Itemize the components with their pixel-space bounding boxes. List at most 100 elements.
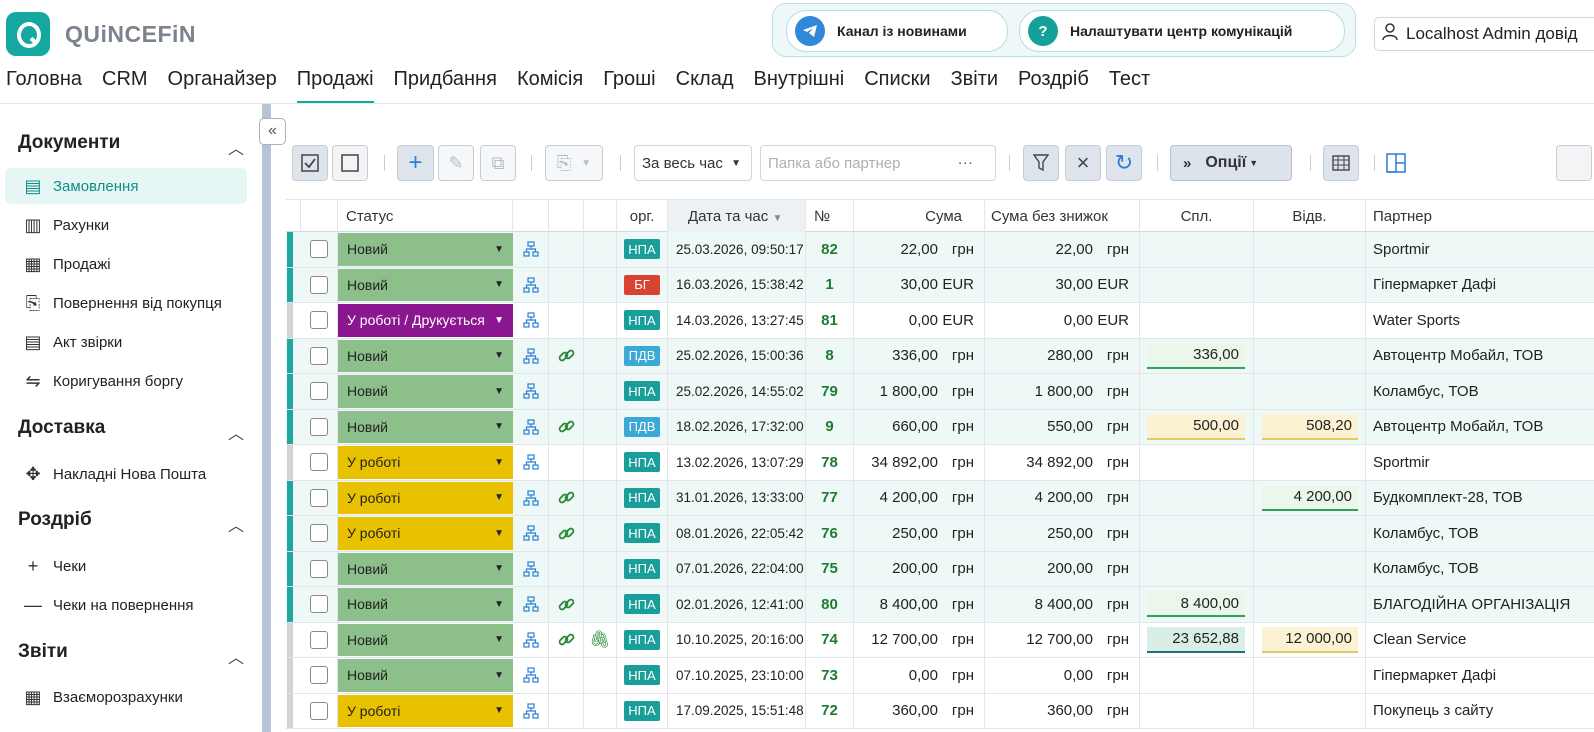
hierarchy-icon[interactable] — [513, 303, 549, 338]
partner-cell[interactable]: Гіпермаркет Дафі — [1373, 276, 1497, 294]
number-cell[interactable]: 78 — [806, 445, 854, 480]
refresh-button[interactable]: ↻ — [1106, 145, 1142, 181]
partner-cell[interactable]: Покупець з сайту — [1373, 702, 1494, 720]
extra-toolbar-button[interactable] — [1556, 145, 1592, 181]
chevron-up-icon[interactable]: ︿ — [228, 650, 245, 667]
table-row[interactable]: Новий ▼ НПА 07.01.2026, 22:04:00 75 200,00 грн… — [286, 551, 1594, 587]
deselect-all-button[interactable] — [332, 145, 368, 181]
search-input[interactable] — [760, 145, 996, 181]
header-select[interactable] — [301, 200, 338, 232]
chevron-up-icon[interactable]: ︿ — [228, 141, 245, 158]
table-row[interactable]: У роботі ▼ НПА 31.01.2026, 13:33:00 77 4 200,… — [286, 480, 1594, 516]
news-channel-button[interactable]: Канал із новинами — [786, 10, 1008, 52]
nav-tab[interactable]: Роздріб — [1018, 68, 1089, 90]
nav-tab[interactable]: Тест — [1108, 68, 1151, 90]
select-all-button[interactable] — [292, 145, 328, 181]
number-cell[interactable]: 81 — [806, 303, 854, 338]
nav-tab[interactable]: CRM — [102, 68, 148, 90]
status-select[interactable]: У роботі ▼ — [338, 481, 513, 514]
status-select[interactable]: Новий ▼ — [338, 552, 513, 585]
number-cell[interactable]: 77 — [806, 480, 854, 515]
row-checkbox[interactable] — [310, 524, 328, 543]
row-checkbox[interactable] — [310, 275, 328, 294]
status-select[interactable]: У роботі ▼ — [338, 517, 513, 550]
filter-button[interactable] — [1023, 145, 1059, 181]
table-row[interactable]: Новий ▼ ПДВ 25.02.2026, 15:00:36 8 336,00 грн 2… — [286, 338, 1594, 374]
user-menu[interactable]: Localhost Admin довід — [1374, 17, 1594, 51]
table-row[interactable]: У роботі ▼ НПА 13.02.2026, 13:07:29 78 34 892… — [286, 445, 1594, 481]
sidebar-item[interactable]: + Чеки — [5, 548, 247, 584]
sidebar-item[interactable]: ⇋ Коригування боргу — [5, 363, 247, 399]
nav-tab[interactable]: Органайзер — [167, 68, 277, 90]
nav-tab[interactable]: Склад — [675, 68, 734, 90]
nav-tab[interactable]: Придбання — [393, 68, 497, 90]
hierarchy-icon[interactable] — [513, 374, 549, 409]
number-cell[interactable]: 75 — [806, 551, 854, 586]
row-checkbox[interactable] — [310, 595, 328, 614]
add-button[interactable]: + — [397, 145, 434, 181]
header-shipped[interactable]: Відв. — [1254, 200, 1366, 232]
nav-tab[interactable]: Внутрішні — [753, 68, 845, 90]
hierarchy-icon[interactable] — [513, 516, 549, 551]
search-more-button[interactable]: ... — [958, 151, 974, 168]
status-select[interactable]: Новий ▼ — [338, 410, 513, 443]
hierarchy-icon[interactable] — [513, 658, 549, 693]
status-select[interactable]: Новий ▼ — [338, 623, 513, 656]
table-row[interactable]: Новий ▼ ПДВ 18.02.2026, 17:32:00 9 660,00 грн 5… — [286, 409, 1594, 445]
sidebar-item[interactable]: ▤ Замовлення — [5, 168, 247, 204]
table-row[interactable]: У роботі / Друкується ▼ НПА 14.03.2026, 13:… — [286, 303, 1594, 339]
header-date[interactable]: Дата та час ▼ — [668, 200, 806, 232]
row-checkbox[interactable] — [310, 666, 328, 685]
row-checkbox[interactable] — [310, 311, 328, 330]
partner-cell[interactable]: Коламбус, ТОВ — [1373, 524, 1479, 542]
header-org[interactable]: орг. — [617, 200, 668, 232]
row-checkbox[interactable] — [310, 453, 328, 472]
partner-cell[interactable]: Water Sports — [1373, 311, 1460, 329]
chevron-up-icon[interactable]: ︿ — [228, 426, 245, 443]
row-checkbox[interactable] — [310, 559, 328, 578]
options-button[interactable]: » Опції ▼ — [1170, 145, 1292, 181]
row-checkbox[interactable] — [310, 240, 328, 259]
number-cell[interactable]: 9 — [806, 409, 854, 444]
table-row[interactable]: У роботі ▼ НПА 08.01.2026, 22:05:42 76 250,00… — [286, 516, 1594, 552]
row-checkbox[interactable] — [310, 630, 328, 649]
sidebar-section-title[interactable]: Звіти — [18, 641, 68, 662]
status-select[interactable]: Новий ▼ — [338, 268, 513, 301]
hierarchy-icon[interactable] — [513, 267, 549, 302]
header-partner[interactable]: Партнер — [1373, 208, 1432, 225]
status-select[interactable]: У роботі / Друкується ▼ — [338, 304, 513, 337]
sidebar-item[interactable]: ▦ Продажі — [5, 246, 247, 282]
partner-cell[interactable]: Коламбус, ТОВ — [1373, 382, 1479, 400]
table-row[interactable]: Новий ▼ 🖇 НПА 10.10.2025, 20:16:00 74 12 700,0… — [286, 622, 1594, 658]
number-cell[interactable]: 80 — [806, 587, 854, 622]
sidebar-item[interactable]: ▦ Взаєморозрахунки — [5, 679, 247, 715]
row-checkbox[interactable] — [310, 701, 328, 720]
hierarchy-icon[interactable] — [513, 338, 549, 373]
hierarchy-icon[interactable] — [513, 551, 549, 586]
number-cell[interactable]: 73 — [806, 658, 854, 693]
comm-center-button[interactable]: ? Налаштувати центр комунікацій — [1019, 10, 1345, 52]
partner-cell[interactable]: Коламбус, ТОВ — [1373, 560, 1479, 578]
table-row[interactable]: Новий ▼ НПА 07.10.2025, 23:10:00 73 0,00 грн 0,… — [286, 658, 1594, 694]
header-status[interactable]: Статус — [338, 200, 513, 232]
header-sum-no-disc[interactable]: Сума без знижок — [985, 200, 1140, 232]
partner-cell[interactable]: Sportmir — [1373, 453, 1430, 471]
row-checkbox[interactable] — [310, 417, 328, 436]
number-cell[interactable]: 76 — [806, 516, 854, 551]
hierarchy-icon[interactable] — [513, 232, 549, 267]
period-select[interactable]: За весь час ▼ — [634, 145, 752, 181]
partner-cell[interactable]: Гіпермаркет Дафі — [1373, 666, 1497, 684]
collapse-sidebar-button[interactable]: « — [259, 118, 286, 145]
partner-cell[interactable]: Clean Service — [1373, 631, 1467, 649]
partner-cell[interactable]: Sportmir — [1373, 240, 1430, 258]
clear-filter-button[interactable]: × — [1065, 145, 1101, 181]
partner-cell[interactable]: Автоцентр Мобайл, ТОВ — [1373, 347, 1544, 365]
sidebar-item[interactable]: ▤ Акт звірки — [5, 324, 247, 360]
chevron-up-icon[interactable]: ︿ — [228, 518, 245, 535]
hierarchy-icon[interactable] — [513, 409, 549, 444]
nav-tab[interactable]: Звіти — [950, 68, 999, 90]
table-view-button[interactable] — [1323, 145, 1359, 181]
hierarchy-icon[interactable] — [513, 445, 549, 480]
table-row[interactable]: Новий ▼ НПА 02.01.2026, 12:41:00 80 8 400,00 г… — [286, 587, 1594, 623]
sidebar-item[interactable]: ✥ Накладні Нова Пошта — [5, 456, 247, 492]
